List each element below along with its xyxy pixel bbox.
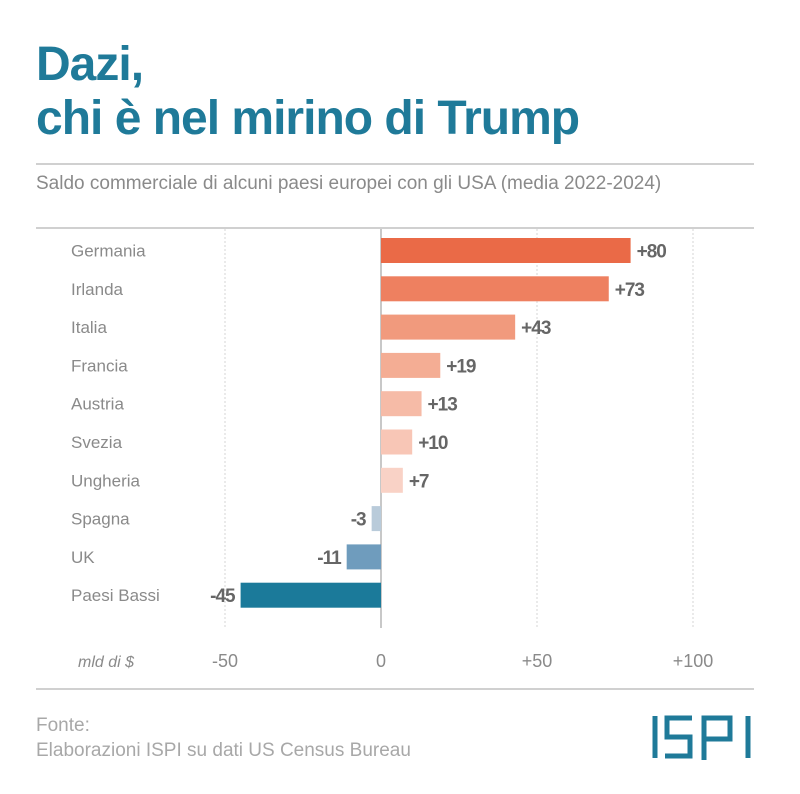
value-label: -3 <box>351 510 366 531</box>
bar <box>371 506 381 532</box>
value-label: -11 <box>317 548 342 569</box>
bar <box>381 391 422 417</box>
value-label: +43 <box>521 318 551 339</box>
title-line-2: chi è nel mirino di Trump <box>36 92 580 145</box>
value-label: +7 <box>409 471 429 492</box>
value-label: -45 <box>210 586 236 607</box>
source-label: Fonte: <box>36 715 90 736</box>
chart-subtitle: Saldo commerciale di alcuni paesi europe… <box>36 173 662 194</box>
divider-top <box>36 163 754 165</box>
x-tick-label: 0 <box>376 651 386 671</box>
x-tick-label: +50 <box>522 651 553 671</box>
category-label: Irlanda <box>71 280 124 299</box>
category-label: Francia <box>71 356 128 375</box>
page-title: Dazi, chi è nel mirino di Trump <box>36 38 580 146</box>
value-label: +80 <box>637 242 667 263</box>
bar <box>381 429 413 455</box>
bar-chart: Germania +80 Irlanda +73 Italia +43 Francia +19… <box>71 229 714 671</box>
x-axis-unit-label: mld di $ <box>78 654 135 671</box>
category-label: Paesi Bassi <box>71 586 160 605</box>
value-label: +13 <box>428 395 458 416</box>
bar <box>346 544 381 570</box>
x-tick-label: +100 <box>673 651 714 671</box>
category-label: Germania <box>71 242 146 261</box>
category-label: Italia <box>71 318 107 337</box>
title-line-1: Dazi, <box>36 38 144 91</box>
category-label: UK <box>71 548 95 567</box>
bar <box>381 238 631 263</box>
bar <box>381 467 403 493</box>
divider-chart-top <box>36 227 754 229</box>
category-label: Spagna <box>71 510 130 529</box>
ispi-logo <box>652 715 751 760</box>
bar <box>381 352 441 378</box>
divider-bottom <box>36 688 754 690</box>
bar <box>381 276 609 302</box>
category-label: Ungheria <box>71 471 141 490</box>
value-label: +10 <box>418 433 448 454</box>
category-label: Svezia <box>71 433 123 452</box>
category-label: Austria <box>71 395 124 414</box>
source-text: Elaborazioni ISPI su dati US Census Bure… <box>36 740 411 761</box>
value-label: +73 <box>615 280 645 301</box>
value-label: +19 <box>446 356 476 377</box>
bar <box>240 582 381 608</box>
x-tick-label: -50 <box>212 651 238 671</box>
bar <box>381 314 516 340</box>
